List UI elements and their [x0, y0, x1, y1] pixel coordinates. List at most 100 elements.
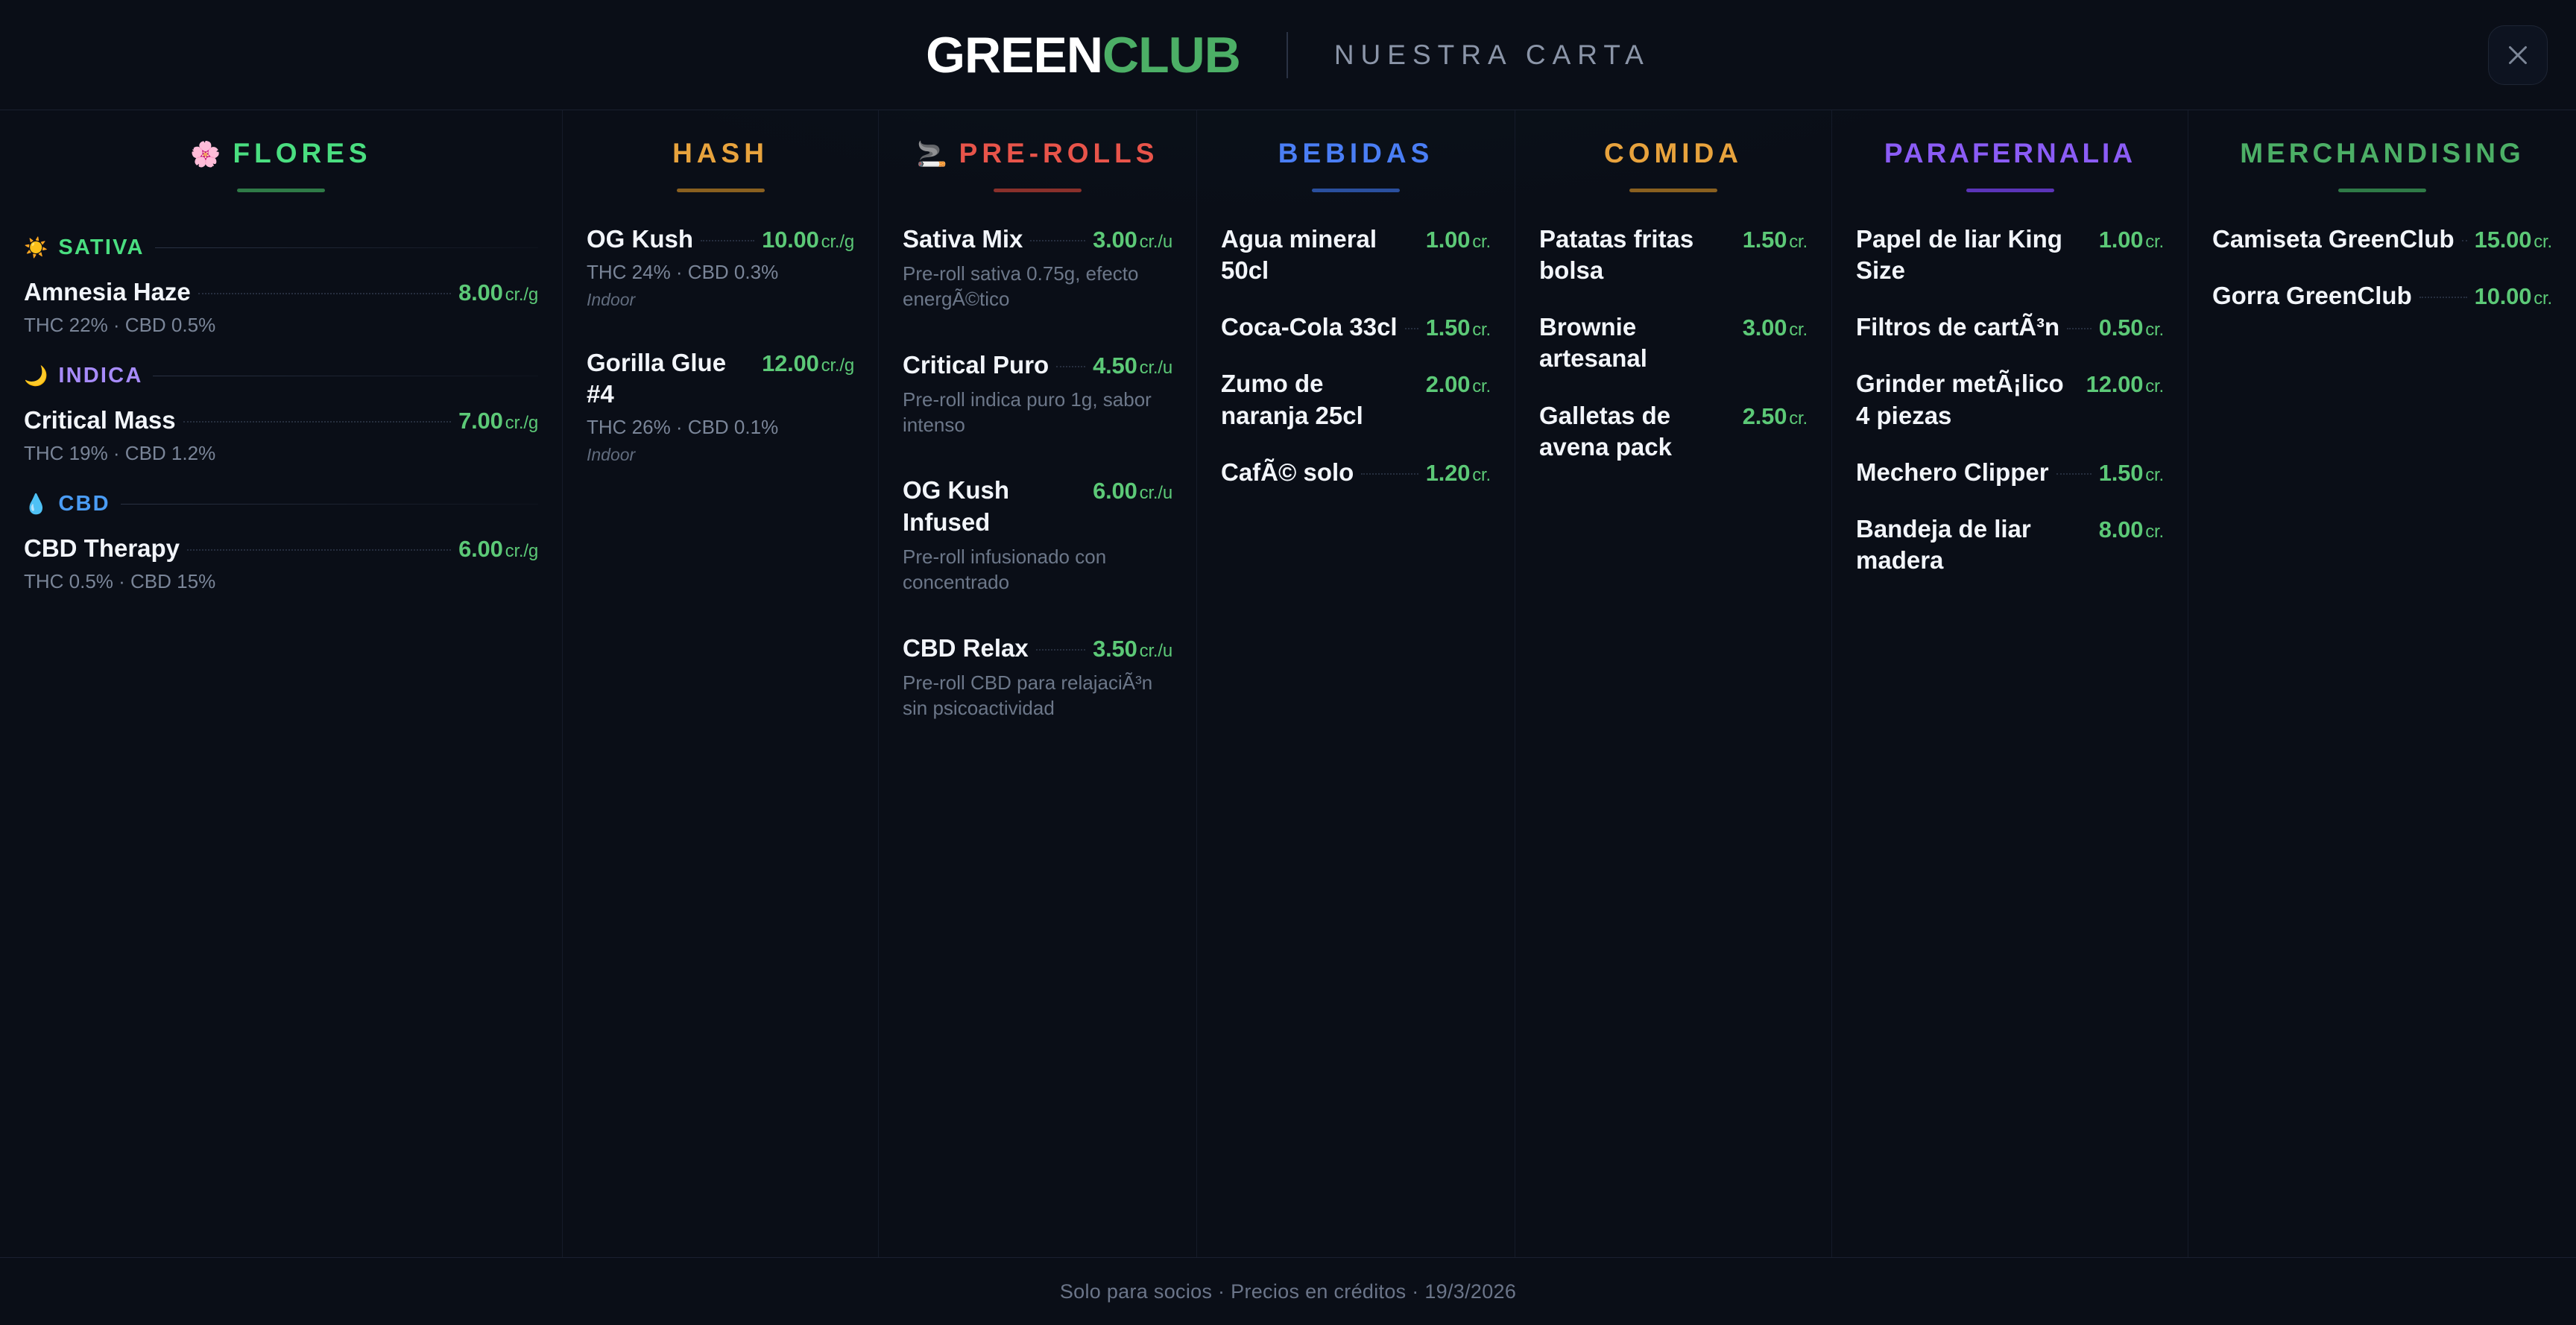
close-icon: [2504, 42, 2531, 69]
menu-item[interactable]: Papel de liar King Size 1.00 cr.: [1856, 224, 2164, 286]
category-title-parafernalia: PARAFERNALIA: [1884, 138, 2136, 168]
menu-item[interactable]: Amnesia Haze 8.00 cr./g THC 22% · CBD 0.5…: [24, 276, 538, 338]
item-price-unit: cr./u: [1139, 483, 1173, 504]
menu-item[interactable]: Brownie artesanal 3.00 cr.: [1539, 312, 1808, 374]
item-price: 15.00 cr.: [2474, 226, 2553, 253]
item-list-indica: Critical Mass 7.00 cr./g THC 19% · CBD 1.…: [24, 405, 538, 467]
menu-item[interactable]: OG Kush 10.00 cr./g THC 24% · CBD 0.3% In…: [587, 224, 854, 312]
item-price-unit: cr.: [1789, 408, 1808, 429]
menu-item[interactable]: CBD Therapy 6.00 cr./g THC 0.5% · CBD 15%: [24, 533, 538, 595]
category-column-merchandising: MERCHANDISING Camiseta GreenClub 15.00 cr…: [2188, 110, 2576, 1257]
menu-item[interactable]: Mechero Clipper 1.50 cr.: [1856, 457, 2164, 488]
menu-item[interactable]: Critical Puro 4.50 cr./u Pre-roll indica …: [903, 350, 1172, 438]
leader-dots: [1035, 648, 1086, 651]
menu-item[interactable]: Camiseta GreenClub 15.00 cr.: [2212, 224, 2552, 255]
menu-item[interactable]: Grinder metÃ¡lico 4 piezas 12.00 cr.: [1856, 368, 2164, 431]
item-price: 3.00 cr.: [1742, 314, 1808, 341]
menu-item[interactable]: Coca-Cola 33cl 1.50 cr.: [1221, 312, 1491, 343]
item-price-unit: cr.: [1472, 464, 1491, 485]
category-column-bebidas: BEBIDAS Agua mineral 50cl 1.00 cr. Coca-C…: [1197, 110, 1515, 1257]
item-price-unit: cr.: [2145, 464, 2164, 485]
leader-dots: [2067, 328, 2092, 330]
category-rule-parafernalia: [1966, 188, 2054, 192]
menu-item[interactable]: Patatas fritas bolsa 1.50 cr.: [1539, 224, 1808, 286]
category-column-flores: 🌸 FLORES ☀️ SATIVA Amnesia Haze 8.00 cr./…: [0, 110, 563, 1257]
footer-note: Solo para socios · Precios en créditos ·…: [1059, 1280, 1517, 1303]
leader-dots: [1030, 239, 1086, 241]
menu-item[interactable]: Filtros de cartÃ³n 0.50 cr.: [1856, 312, 2164, 343]
category-title-hash: HASH: [672, 138, 768, 168]
item-price-unit: cr./g: [505, 540, 539, 561]
subsection-indica: 🌙 INDICA: [24, 364, 538, 388]
leader-dots: [1361, 472, 1418, 475]
category-header-bebidas: BEBIDAS: [1221, 138, 1491, 192]
brand-lockup: GREENCLUB NUESTRA CARTA: [926, 30, 1650, 80]
menu-item[interactable]: Zumo de naranja 25cl 2.00 cr.: [1221, 368, 1491, 431]
close-button[interactable]: [2488, 25, 2548, 85]
item-price: 10.00 cr./g: [762, 226, 854, 253]
footer: Solo para socios · Precios en créditos ·…: [0, 1258, 2576, 1325]
category-header-prerolls: 🚬 PRE-ROLLS: [903, 138, 1172, 192]
item-name: Critical Puro: [903, 350, 1049, 379]
item-list-sativa: Amnesia Haze 8.00 cr./g THC 22% · CBD 0.5…: [24, 276, 538, 338]
brand-divider: [1286, 31, 1288, 78]
category-header-parafernalia: PARAFERNALIA: [1856, 138, 2164, 192]
item-price-unit: cr.: [1472, 231, 1491, 252]
subsection-label-sativa: SATIVA: [58, 235, 145, 259]
menu-item[interactable]: Gorra GreenClub 10.00 cr.: [2212, 280, 2552, 312]
item-price-unit: cr.: [1472, 376, 1491, 397]
item-price: 7.00 cr./g: [458, 407, 539, 434]
menu-item[interactable]: CBD Relax 3.50 cr./u Pre-roll CBD para re…: [903, 633, 1172, 721]
subsection-label-indica: INDICA: [58, 363, 143, 388]
item-name: Agua mineral 50cl: [1221, 224, 1377, 284]
brand-wordmark: GREENCLUB: [926, 30, 1241, 80]
category-title-merchandising: MERCHANDISING: [2240, 138, 2525, 168]
item-price-unit: cr./g: [821, 355, 855, 376]
item-name: Coca-Cola 33cl: [1221, 313, 1398, 341]
subsection-divider: [154, 247, 538, 248]
menu-item[interactable]: Galletas de avena pack 2.50 cr.: [1539, 400, 1808, 463]
item-price-unit: cr./g: [505, 284, 539, 305]
subsection-label-cbd: CBD: [58, 491, 110, 516]
item-price: 1.20 cr.: [1425, 459, 1491, 486]
item-list-cbd: CBD Therapy 6.00 cr./g THC 0.5% · CBD 15%: [24, 533, 538, 595]
item-list-comida: Patatas fritas bolsa 1.50 cr. Brownie art…: [1539, 224, 1808, 463]
leader-dots: [187, 548, 452, 551]
leader-dots: [198, 292, 452, 294]
page-title: NUESTRA CARTA: [1333, 39, 1650, 70]
leader-dots: [2461, 239, 2467, 241]
item-name: OG Kush Infused: [903, 476, 1010, 536]
item-price: 1.50 cr.: [2098, 459, 2164, 486]
menu-item[interactable]: CafÃ© solo 1.20 cr.: [1221, 457, 1491, 488]
item-price: 1.00 cr.: [2098, 226, 2164, 253]
category-rule-comida: [1629, 188, 1717, 192]
subsection-divider: [120, 503, 538, 505]
menu-item[interactable]: Gorilla Glue #4 12.00 cr./g THC 26% · CBD…: [587, 347, 854, 467]
category-column-parafernalia: PARAFERNALIA Papel de liar King Size 1.0…: [1832, 110, 2188, 1257]
sun-icon: ☀️: [24, 236, 48, 259]
item-name: Gorilla Glue #4: [587, 348, 727, 408]
leader-dots: [1056, 365, 1086, 367]
category-title-comida: COMIDA: [1603, 138, 1743, 168]
menu-item[interactable]: Sativa Mix 3.00 cr./u Pre-roll sativa 0.7…: [903, 224, 1172, 312]
item-price: 8.00 cr.: [2098, 516, 2164, 543]
item-list-parafernalia: Papel de liar King Size 1.00 cr. Filtros …: [1856, 224, 2164, 577]
item-description: Pre-roll indica puro 1g, sabor intenso: [903, 388, 1152, 437]
category-title-prerolls: PRE-ROLLS: [959, 138, 1159, 168]
menu-item[interactable]: OG Kush Infused 6.00 cr./u Pre-roll infus…: [903, 475, 1172, 595]
cherry-blossom-icon: 🌸: [190, 139, 221, 168]
subsection-sativa: ☀️ SATIVA: [24, 235, 538, 260]
menu-item[interactable]: Critical Mass 7.00 cr./g THC 19% · CBD 1.…: [24, 405, 538, 467]
menu-item[interactable]: Agua mineral 50cl 1.00 cr.: [1221, 224, 1491, 286]
category-title-bebidas: BEBIDAS: [1278, 138, 1434, 168]
menu-item[interactable]: Bandeja de liar madera 8.00 cr.: [1856, 513, 2164, 576]
item-name: Brownie artesanal: [1539, 313, 1647, 373]
item-price-unit: cr.: [2145, 522, 2164, 543]
leader-dots: [1404, 328, 1418, 330]
category-column-prerolls: 🚬 PRE-ROLLS Sativa Mix 3.00 cr./u Pre-rol…: [879, 110, 1197, 1257]
category-column-hash: HASH OG Kush 10.00 cr./g THC 24% · CBD 0.…: [563, 110, 879, 1257]
item-description: Pre-roll infusionado con concentrado: [903, 545, 1107, 594]
category-rule-bebidas: [1312, 188, 1400, 192]
item-price-unit: cr./g: [505, 412, 539, 433]
